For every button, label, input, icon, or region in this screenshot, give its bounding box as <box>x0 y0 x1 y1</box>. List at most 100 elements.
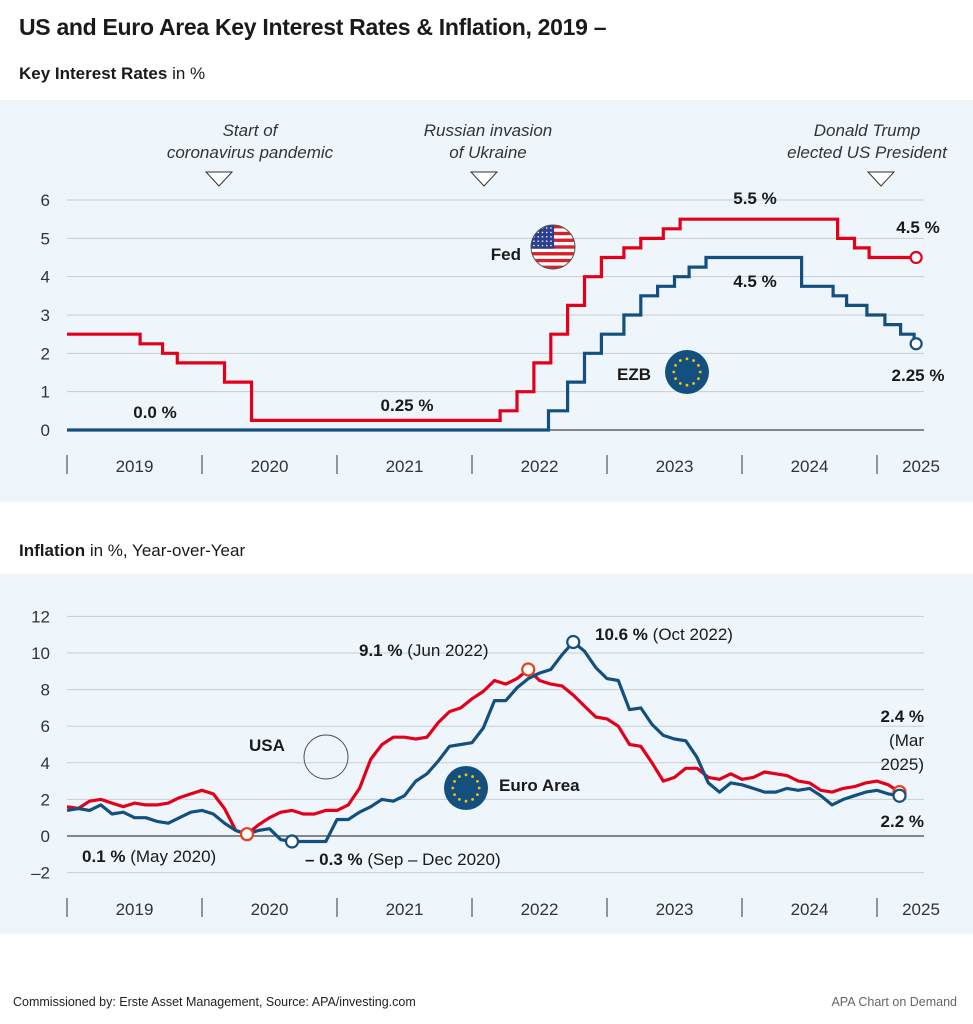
us-flag-icon-star <box>315 755 317 757</box>
us-flag-icon-star <box>550 231 552 234</box>
eu-flag-icon-star <box>674 377 677 380</box>
us-flag-icon-star <box>550 240 552 242</box>
us-flag-icon-stripe <box>531 258 575 263</box>
eu-flag-icon-star <box>471 775 474 778</box>
us-peak-label: 9.1 % (Jun 2022) <box>359 641 488 660</box>
rates-ytick-label: 1 <box>41 383 50 402</box>
ezb-rate-line <box>67 255 916 432</box>
us-flag-icon-star <box>541 240 544 242</box>
eu-flag-icon-star <box>476 793 479 796</box>
us-flag-icon-stripe <box>304 755 348 758</box>
ezb-end-marker <box>909 337 923 351</box>
fed-low-label: 0.25 % <box>381 396 434 415</box>
us-flag-icon-canton <box>304 735 327 759</box>
event-annotation-line1: Donald Trump <box>814 121 920 140</box>
event-annotation-line2: elected US President <box>787 143 948 162</box>
eu-flag-icon-star <box>679 382 682 385</box>
rates-subtitle-bold: Key Interest Rates <box>19 64 168 83</box>
eu-flag-icon-star <box>698 370 702 374</box>
inflation-subtitle: Inflation in %, Year-over-Year <box>19 541 245 561</box>
eu-flag-icon-disc <box>665 350 709 394</box>
inflation-xtick-label: 2020 <box>251 900 289 919</box>
eu-flag-icon-star <box>453 793 456 796</box>
euro-inflation-marker <box>284 834 300 849</box>
us-flag-icon-star <box>545 231 548 234</box>
eu-flag-icon-star <box>458 775 461 778</box>
us-flag-icon-star <box>545 240 548 242</box>
inflation-xtick-label: 2024 <box>791 900 829 919</box>
inflation-ytick-label: 0 <box>41 827 50 846</box>
eu-flag-icon <box>444 766 488 810</box>
us-flag-icon-star <box>537 240 540 242</box>
us-end-value-label: 2.4 % <box>881 707 924 726</box>
eu-flag-icon-star <box>471 798 474 801</box>
euro-area-label: Euro Area <box>499 776 580 795</box>
fed-label: Fed <box>491 245 521 264</box>
rates-xtick-label: 2024 <box>791 457 829 476</box>
eu-flag-icon-star <box>692 359 695 362</box>
us-flag-icon-stripe <box>304 735 348 738</box>
event-marker-triangle <box>866 171 896 187</box>
eu-flag-icon-star <box>672 370 676 374</box>
us-flag-icon-star <box>545 227 548 229</box>
rates-xtick-label: 2020 <box>251 457 289 476</box>
event-annotation-line1: Russian invasion <box>424 121 553 140</box>
us-flag-icon-star <box>323 737 325 739</box>
euro-peak-label: 10.6 % (Oct 2022) <box>595 625 733 644</box>
rates-ytick-label: 6 <box>41 191 50 210</box>
us-flag-icon-star <box>537 244 540 247</box>
rates-ytick-label: 3 <box>41 306 50 325</box>
event-marker-triangle <box>204 171 234 187</box>
inflation-xtick-label: 2023 <box>656 900 694 919</box>
us-flag-icon-stripe <box>304 742 348 745</box>
inflation-ytick-label: 6 <box>41 717 50 736</box>
us-flag-icon-star <box>306 742 308 744</box>
eu-flag-icon-star <box>679 359 682 362</box>
us-flag-icon-rim <box>303 734 349 780</box>
eu-flag-icon-star <box>674 364 677 367</box>
us-flag-icon-star <box>537 235 540 238</box>
ezb-low-label: 0.0 % <box>133 403 176 422</box>
us-inflation-marker <box>521 662 536 677</box>
us-flag-icon-stripe <box>531 265 575 269</box>
us-flag-icon-star <box>537 231 540 234</box>
us-flag-icon-star <box>323 755 325 757</box>
us-flag-icon-star <box>541 244 544 247</box>
us-low-label: 0.1 % (May 2020) <box>82 847 216 866</box>
rates-xtick-label: 2025 <box>902 457 940 476</box>
eu-flag-icon-star <box>453 780 456 783</box>
fed-rate-line <box>67 217 915 422</box>
us-flag-icon-stripe <box>531 252 575 256</box>
us-flag-icon-star <box>537 227 540 229</box>
rates-panel <box>0 100 973 502</box>
us-flag-icon-rim <box>530 224 576 270</box>
us-flag-icon-star <box>545 244 548 247</box>
us-flag-icon-star <box>533 227 535 229</box>
us-end-date-label: (Mar <box>889 731 924 750</box>
chart-title: US and Euro Area Key Interest Rates & In… <box>19 14 607 40</box>
eu-flag-icon-disc <box>444 766 488 810</box>
inflation-xtick-label: 2019 <box>116 900 154 919</box>
us-flag-icon-star <box>541 235 544 238</box>
ezb-label: EZB <box>617 365 651 384</box>
ezb-end-label: 2.25 % <box>892 366 945 385</box>
usa-label: USA <box>249 736 285 755</box>
fed-end-label: 4.5 % <box>896 218 939 237</box>
inflation-subtitle-bold: Inflation <box>19 541 86 560</box>
inflation-ytick-label: 8 <box>41 681 50 700</box>
ezb-peak-label: 4.5 % <box>733 272 776 291</box>
us-flag-icon-star <box>306 737 308 739</box>
rates-ytick-label: 4 <box>41 268 50 287</box>
eu-flag-icon <box>665 350 709 394</box>
us-flag-icon-star <box>306 750 308 752</box>
inflation-ytick-label: –2 <box>31 864 50 883</box>
eu-flag-icon-star <box>451 786 455 790</box>
us-end-date-label: 2025) <box>881 755 924 774</box>
us-flag-icon-star <box>541 231 544 234</box>
eu-flag-icon-star <box>464 773 468 777</box>
eu-flag-icon-star <box>458 798 461 801</box>
rates-ytick-label: 5 <box>41 229 50 248</box>
inflation-xtick-label: 2022 <box>521 900 559 919</box>
inflation-ytick-label: 4 <box>41 754 50 773</box>
inflation-ytick-label: 2 <box>41 790 50 809</box>
